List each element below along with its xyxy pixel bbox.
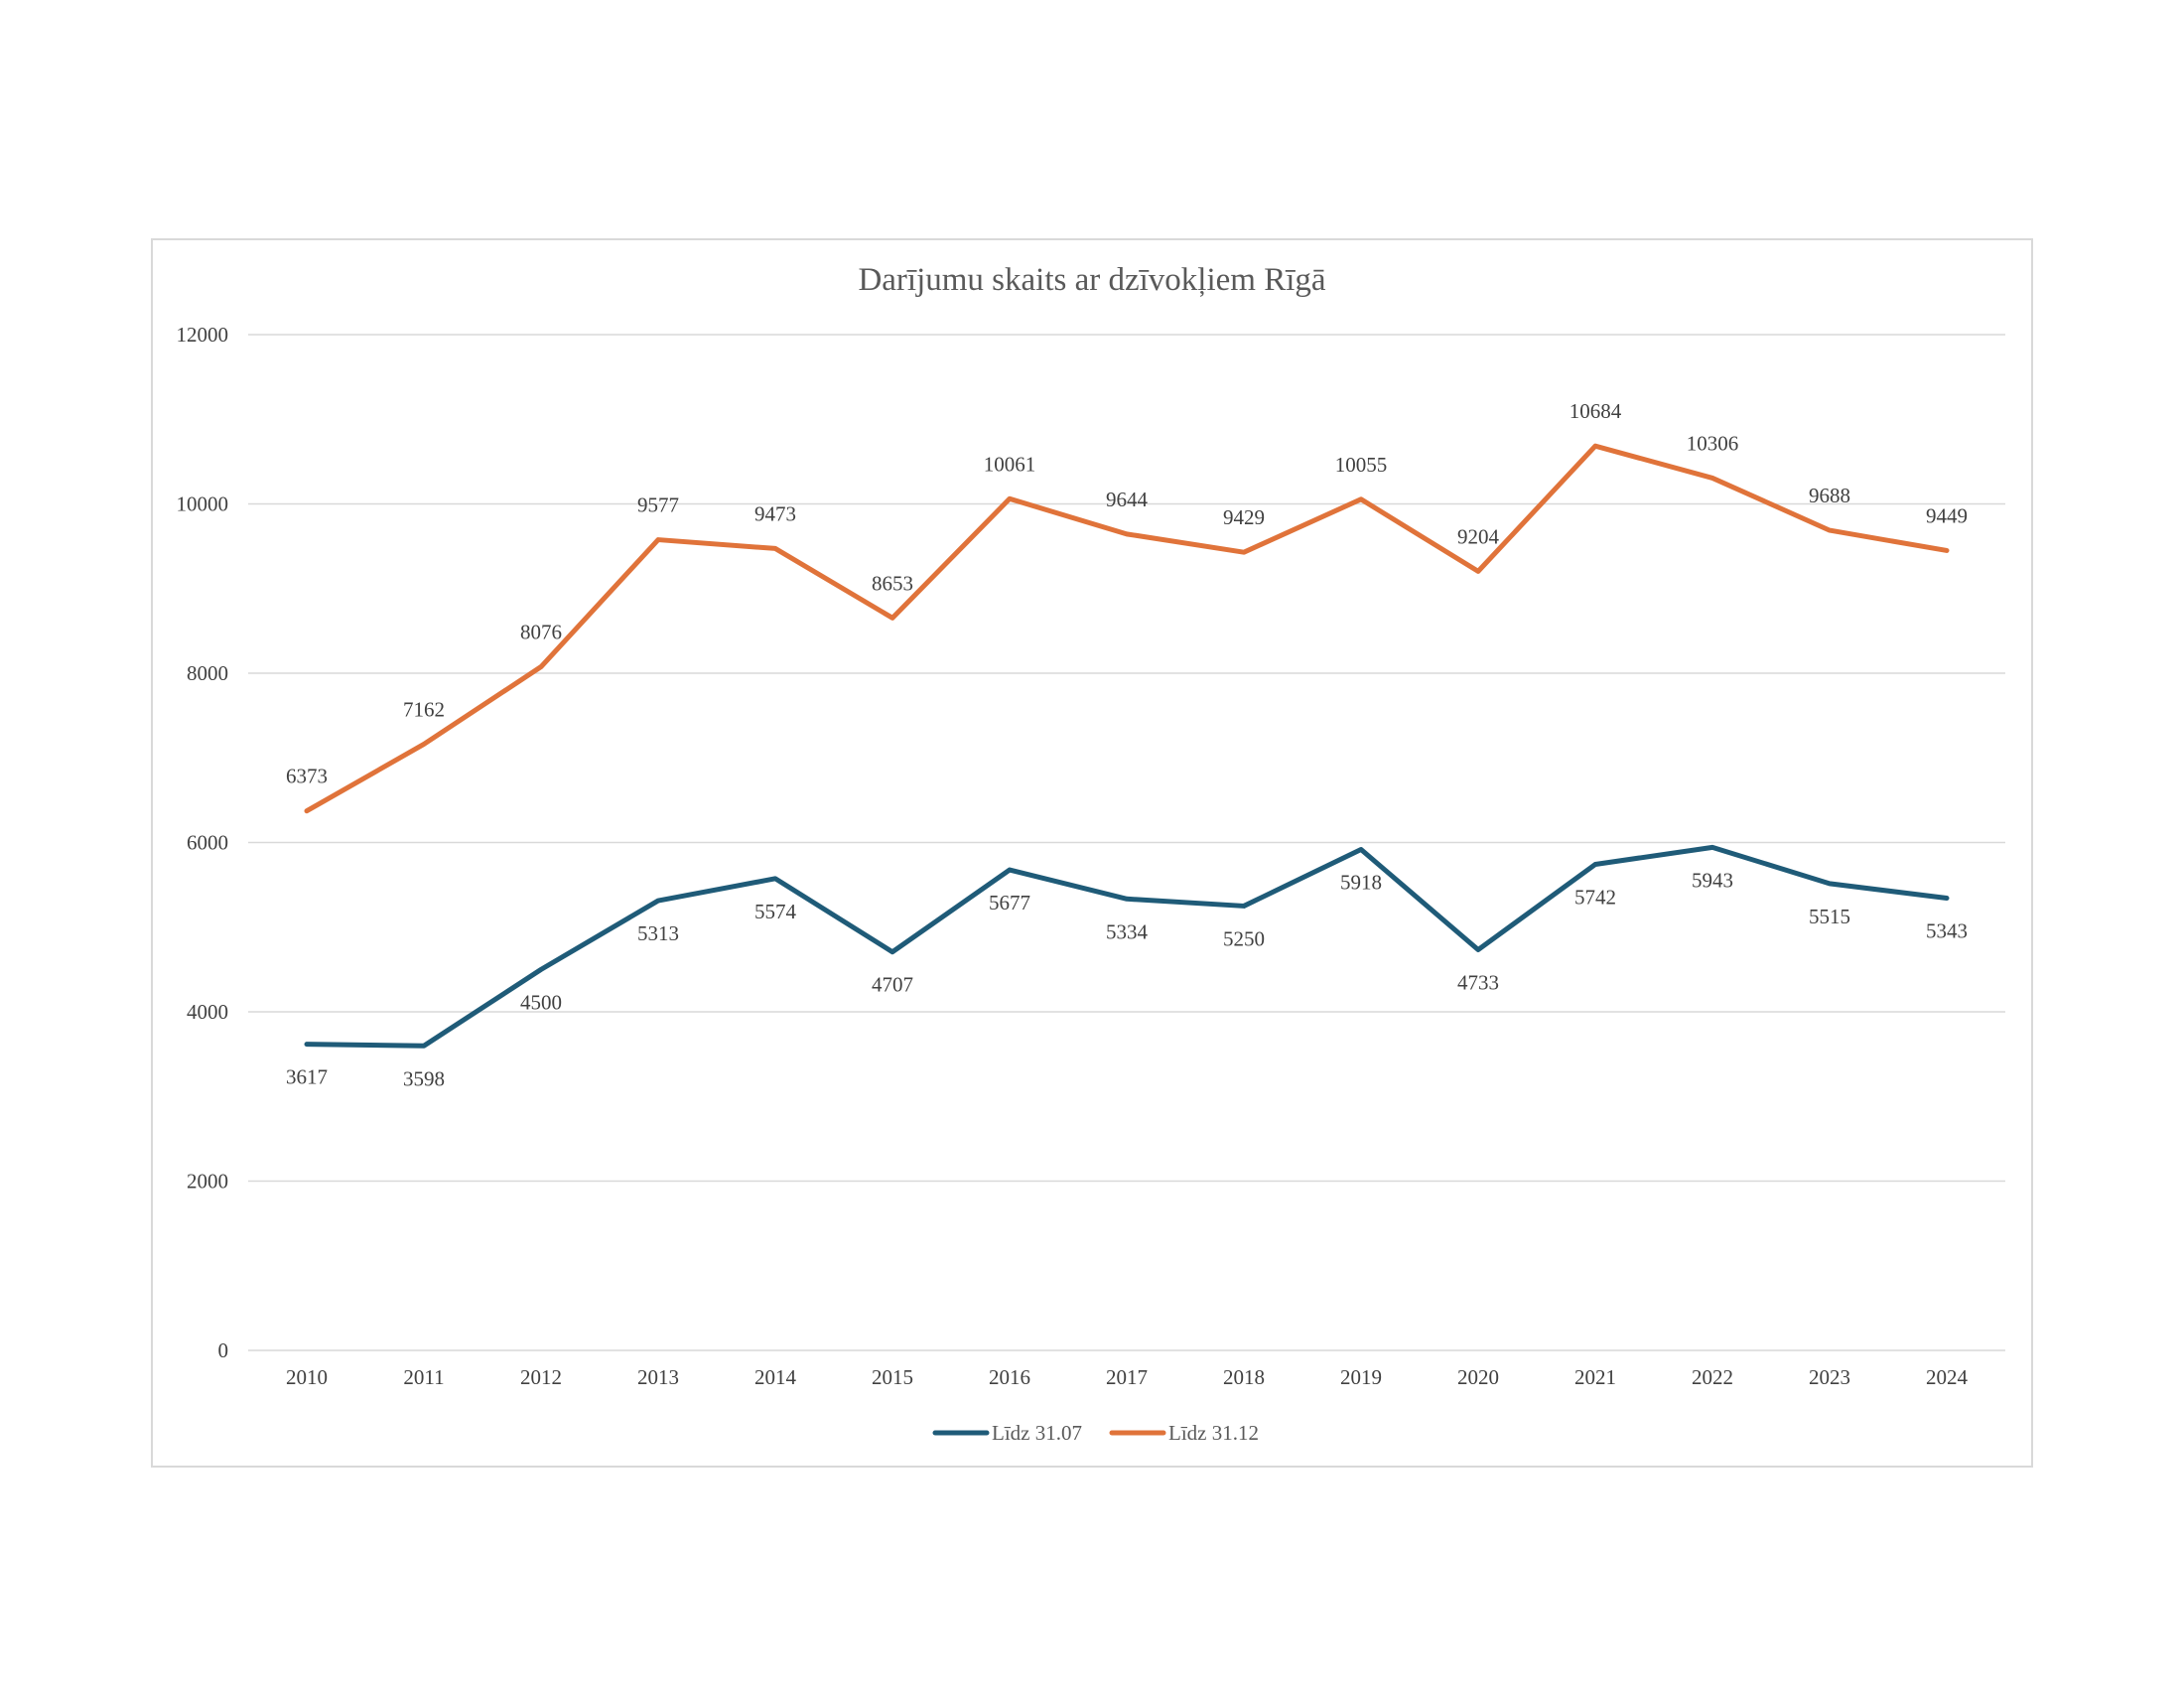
legend-item-0[interactable]: Līdz 31.07 <box>932 1421 1082 1445</box>
x-tick-label: 2018 <box>1223 1365 1265 1389</box>
x-tick-label: 2016 <box>989 1365 1030 1389</box>
legend-item-1[interactable]: Līdz 31.12 <box>1109 1421 1259 1445</box>
data-label: 9429 <box>1223 505 1265 529</box>
data-label: 9449 <box>1926 503 1968 527</box>
y-tick-label: 12000 <box>177 323 229 347</box>
series-line-0 <box>304 844 1950 1049</box>
y-tick-label: 2000 <box>187 1170 228 1194</box>
y-tick-label: 10000 <box>177 492 229 516</box>
data-label: 9688 <box>1809 484 1850 507</box>
data-labels: 3617 3598 4500 5313 5574 4707 5677 5334 5250 5918… <box>286 399 1968 1090</box>
data-label: 10055 <box>1335 453 1388 477</box>
y-tick-label: 0 <box>218 1338 229 1362</box>
x-axis: 2010 2011 2012 2013 2014 2015 2016 2017 2018 2019… <box>286 1365 1969 1389</box>
data-label: 6373 <box>286 765 328 788</box>
x-tick-label: 2014 <box>754 1365 797 1389</box>
data-label: 5343 <box>1926 919 1968 943</box>
series-line-1 <box>304 443 1950 814</box>
data-label: 9577 <box>637 493 679 517</box>
x-tick-label: 2020 <box>1457 1365 1499 1389</box>
chart-title: Darījumu skaits ar dzīvokļiem Rīgā <box>858 262 1325 298</box>
data-label: 5742 <box>1574 885 1616 909</box>
data-label: 5943 <box>1692 868 1733 892</box>
data-label: 5334 <box>1106 919 1149 943</box>
data-label: 9473 <box>754 501 796 525</box>
data-label: 9204 <box>1457 524 1500 548</box>
gridlines <box>248 334 2005 1351</box>
x-tick-label: 2023 <box>1809 1365 1850 1389</box>
x-tick-label: 2017 <box>1106 1365 1148 1389</box>
legend-label: Līdz 31.12 <box>1168 1421 1259 1445</box>
x-tick-label: 2019 <box>1340 1365 1382 1389</box>
data-label: 4500 <box>520 990 562 1014</box>
x-tick-label: 2015 <box>872 1365 913 1389</box>
data-label: 5677 <box>989 891 1030 914</box>
data-label: 7162 <box>403 697 445 721</box>
data-label: 5918 <box>1340 870 1382 894</box>
x-tick-label: 2013 <box>637 1365 679 1389</box>
data-label: 5250 <box>1223 926 1265 950</box>
data-label: 4707 <box>872 973 913 997</box>
legend-label: Līdz 31.07 <box>992 1421 1082 1445</box>
data-label: 3598 <box>403 1066 445 1090</box>
x-tick-label: 2024 <box>1926 1365 1969 1389</box>
data-label: 5574 <box>754 900 797 923</box>
series-layer <box>304 443 1950 1049</box>
chart-frame <box>151 238 2033 1468</box>
y-axis: 0 2000 4000 6000 8000 10000 12000 <box>177 323 229 1362</box>
x-tick-label: 2012 <box>520 1365 562 1389</box>
data-label: 10306 <box>1687 431 1739 455</box>
data-label: 8653 <box>872 571 913 595</box>
y-tick-label: 6000 <box>187 831 228 855</box>
data-label: 4733 <box>1457 971 1499 995</box>
data-label: 8076 <box>520 621 562 644</box>
x-tick-label: 2011 <box>403 1365 444 1389</box>
y-tick-label: 4000 <box>187 1000 228 1024</box>
data-label: 5313 <box>637 921 679 945</box>
x-tick-label: 2021 <box>1574 1365 1616 1389</box>
data-label: 9644 <box>1106 488 1149 511</box>
y-tick-label: 8000 <box>187 661 228 685</box>
data-label: 10684 <box>1570 399 1622 423</box>
data-label: 3617 <box>286 1065 328 1089</box>
x-tick-label: 2022 <box>1692 1365 1733 1389</box>
x-tick-label: 2010 <box>286 1365 328 1389</box>
legend[interactable]: Līdz 31.07 Līdz 31.12 <box>932 1421 1259 1445</box>
data-label: 5515 <box>1809 905 1850 928</box>
data-label: 10061 <box>984 452 1036 476</box>
